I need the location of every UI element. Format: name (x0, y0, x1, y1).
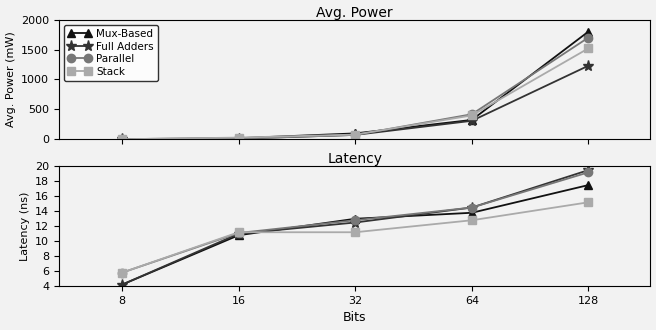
Full Adders (235, 137, 243, 141)
Parallel (584, 36, 592, 40)
Parallel (468, 206, 476, 210)
Parallel (118, 137, 126, 141)
Title: Avg. Power: Avg. Power (316, 6, 393, 19)
Mux-Based (468, 118, 476, 122)
Full Adders (352, 220, 359, 224)
Full Adders (118, 283, 126, 287)
Mux-Based (352, 131, 359, 135)
Mux-Based (235, 136, 243, 140)
Mux-Based (235, 233, 243, 237)
Stack (352, 230, 359, 234)
Mux-Based (352, 217, 359, 221)
Parallel (584, 170, 592, 174)
Line: Parallel: Parallel (118, 168, 592, 277)
Line: Parallel: Parallel (118, 33, 592, 143)
Full Adders (584, 64, 592, 68)
Full Adders (235, 232, 243, 236)
Line: Mux-Based: Mux-Based (118, 181, 592, 289)
Line: Stack: Stack (118, 44, 592, 143)
Stack (352, 133, 359, 137)
Mux-Based (118, 283, 126, 287)
Title: Latency: Latency (327, 152, 382, 166)
Parallel (235, 137, 243, 141)
Mux-Based (584, 30, 592, 34)
Parallel (352, 133, 359, 137)
Y-axis label: Latency (ns): Latency (ns) (20, 191, 30, 261)
Mux-Based (468, 211, 476, 215)
Full Adders (118, 137, 126, 141)
Full Adders (584, 168, 592, 172)
Full Adders (352, 133, 359, 137)
Line: Stack: Stack (118, 198, 592, 277)
Parallel (118, 271, 126, 275)
X-axis label: Bits: Bits (343, 312, 367, 324)
Stack (235, 136, 243, 140)
Parallel (468, 112, 476, 116)
Mux-Based (584, 183, 592, 187)
Stack (584, 46, 592, 50)
Stack (584, 200, 592, 204)
Full Adders (468, 119, 476, 123)
Stack (468, 218, 476, 222)
Parallel (235, 231, 243, 235)
Stack (468, 114, 476, 117)
Line: Full Adders: Full Adders (117, 165, 594, 290)
Full Adders (468, 206, 476, 210)
Stack (235, 230, 243, 234)
Mux-Based (118, 137, 126, 141)
Y-axis label: Avg. Power (mW): Avg. Power (mW) (5, 32, 16, 127)
Stack (118, 271, 126, 275)
Line: Full Adders: Full Adders (117, 60, 594, 145)
Legend: Mux-Based, Full Adders, Parallel, Stack: Mux-Based, Full Adders, Parallel, Stack (64, 25, 158, 81)
Line: Mux-Based: Mux-Based (118, 27, 592, 143)
Stack (118, 137, 126, 141)
Parallel (352, 218, 359, 222)
